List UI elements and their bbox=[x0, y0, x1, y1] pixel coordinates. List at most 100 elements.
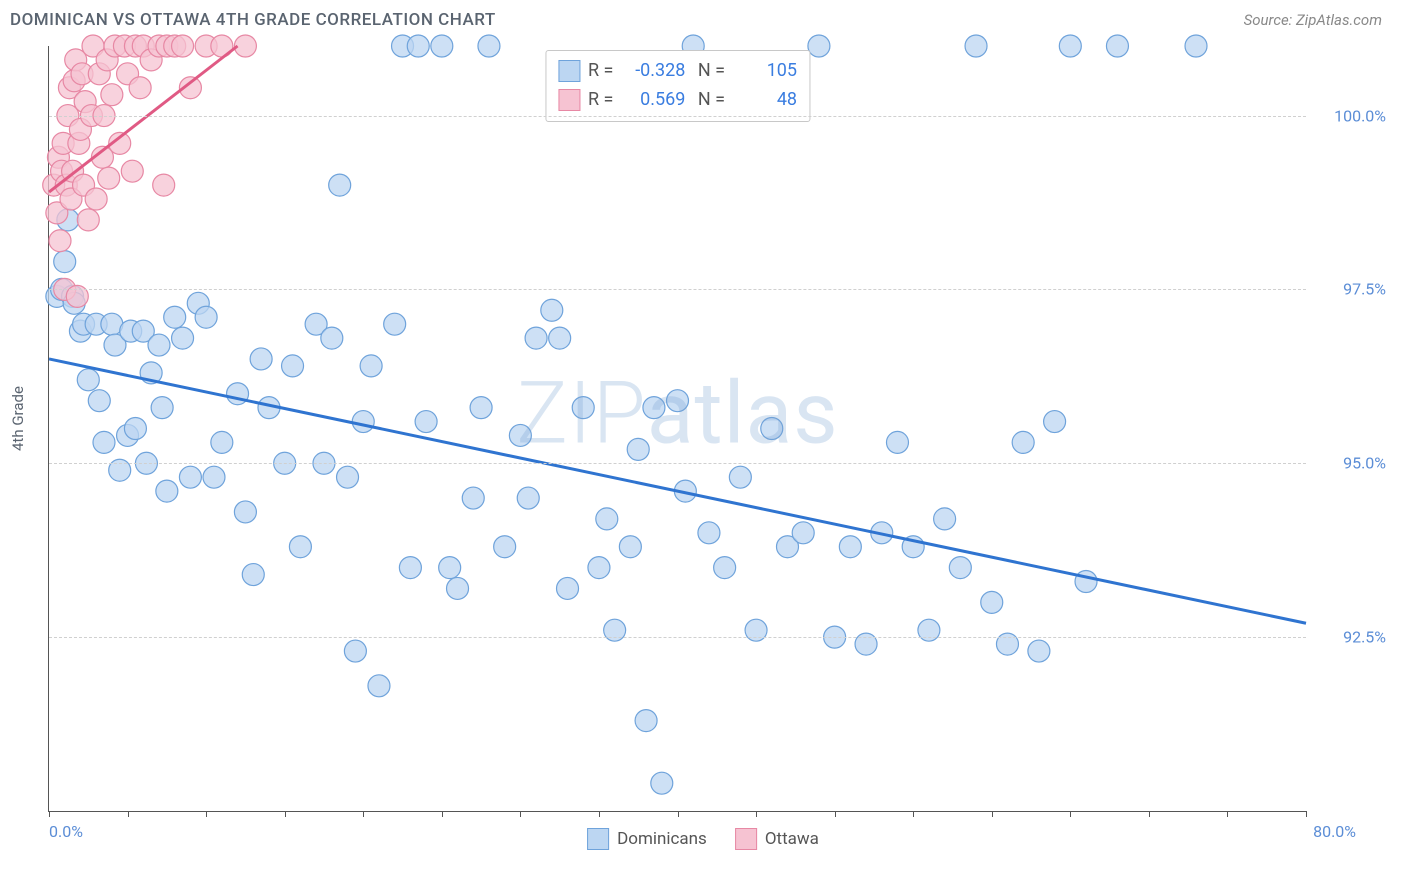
data-point bbox=[98, 167, 120, 189]
data-point bbox=[643, 397, 665, 419]
xtick bbox=[285, 811, 286, 817]
n-value-1: 48 bbox=[733, 86, 797, 115]
gridline bbox=[49, 637, 1306, 638]
data-point bbox=[698, 522, 720, 544]
data-point bbox=[250, 348, 272, 370]
data-point bbox=[321, 327, 343, 349]
data-point bbox=[549, 327, 571, 349]
data-point bbox=[407, 35, 429, 57]
data-point bbox=[792, 522, 814, 544]
legend-row-ottawa: R =0.569 N =48 bbox=[558, 86, 797, 115]
swatch-dominicans bbox=[558, 60, 580, 82]
data-point bbox=[88, 390, 110, 412]
data-point bbox=[965, 35, 987, 57]
data-point bbox=[179, 466, 201, 488]
chart-container: 4th Grade ZIPatlas R =-0.328 N =105 R =0… bbox=[10, 42, 1396, 860]
data-point bbox=[129, 77, 151, 99]
n-value-0: 105 bbox=[733, 57, 797, 86]
data-point bbox=[541, 299, 563, 321]
ytick-label: 100.0% bbox=[1334, 106, 1386, 125]
data-point bbox=[124, 418, 146, 440]
data-point bbox=[77, 369, 99, 391]
data-point bbox=[415, 411, 437, 433]
xtick bbox=[128, 811, 129, 817]
ytick-label: 97.5% bbox=[1343, 280, 1386, 299]
data-point bbox=[588, 557, 610, 579]
xtick bbox=[1070, 811, 1071, 817]
data-point bbox=[85, 188, 107, 210]
data-point bbox=[151, 397, 173, 419]
correlation-legend: R =-0.328 N =105 R =0.569 N =48 bbox=[545, 50, 810, 122]
xtick bbox=[1149, 811, 1150, 817]
data-point bbox=[761, 418, 783, 440]
data-point bbox=[282, 355, 304, 377]
data-point bbox=[101, 84, 123, 106]
data-point bbox=[596, 508, 618, 530]
data-point bbox=[203, 466, 225, 488]
series-legend: Dominicans Ottawa bbox=[587, 828, 819, 850]
xtick bbox=[520, 811, 521, 817]
gridline bbox=[49, 116, 1306, 117]
data-point bbox=[1106, 35, 1128, 57]
ytick-label: 92.5% bbox=[1343, 628, 1386, 647]
xtick bbox=[992, 811, 993, 817]
xtick bbox=[913, 811, 914, 817]
data-point bbox=[172, 327, 194, 349]
scatter-svg bbox=[49, 46, 1306, 811]
swatch-ottawa-bottom bbox=[735, 828, 757, 850]
xtick bbox=[1306, 811, 1307, 817]
data-point bbox=[509, 424, 531, 446]
data-point bbox=[289, 536, 311, 558]
data-point bbox=[729, 466, 751, 488]
data-point bbox=[431, 35, 453, 57]
x-max-label: 80.0% bbox=[1313, 822, 1356, 841]
data-point bbox=[121, 160, 143, 182]
data-point bbox=[714, 557, 736, 579]
data-point bbox=[1012, 431, 1034, 453]
data-point bbox=[1028, 640, 1050, 662]
data-point bbox=[93, 431, 115, 453]
data-point bbox=[1059, 35, 1081, 57]
r-value-0: -0.328 bbox=[621, 57, 685, 86]
y-axis-label: 4th Grade bbox=[9, 386, 27, 451]
data-point bbox=[352, 411, 374, 433]
gridline bbox=[49, 289, 1306, 290]
xtick bbox=[599, 811, 600, 817]
xtick bbox=[363, 811, 364, 817]
data-point bbox=[525, 327, 547, 349]
source-label: Source: ZipAtlas.com bbox=[1244, 11, 1382, 29]
data-point bbox=[49, 230, 71, 252]
data-point bbox=[839, 536, 861, 558]
data-point bbox=[195, 306, 217, 328]
data-point bbox=[572, 397, 594, 419]
data-point bbox=[1044, 411, 1066, 433]
data-point bbox=[164, 306, 186, 328]
ytick-label: 95.0% bbox=[1343, 454, 1386, 473]
data-point bbox=[1185, 35, 1207, 57]
data-point bbox=[211, 431, 233, 453]
swatch-ottawa bbox=[558, 89, 580, 111]
data-point bbox=[470, 397, 492, 419]
data-point bbox=[344, 640, 366, 662]
xtick bbox=[835, 811, 836, 817]
swatch-dominicans-bottom bbox=[587, 828, 609, 850]
data-point bbox=[886, 431, 908, 453]
data-point bbox=[635, 710, 657, 732]
data-point bbox=[77, 209, 99, 231]
xtick bbox=[49, 811, 50, 817]
legend-item-ottawa: Ottawa bbox=[735, 828, 819, 850]
data-point bbox=[399, 557, 421, 579]
plot-area: ZIPatlas R =-0.328 N =105 R =0.569 N =48… bbox=[48, 46, 1306, 812]
data-point bbox=[242, 564, 264, 586]
data-point bbox=[478, 35, 500, 57]
data-point bbox=[156, 480, 178, 502]
data-point bbox=[494, 536, 516, 558]
xtick bbox=[756, 811, 757, 817]
data-point bbox=[329, 174, 351, 196]
xtick bbox=[442, 811, 443, 817]
data-point bbox=[934, 508, 956, 530]
gridline bbox=[49, 463, 1306, 464]
data-point bbox=[384, 313, 406, 335]
data-point bbox=[234, 35, 256, 57]
data-point bbox=[619, 536, 641, 558]
